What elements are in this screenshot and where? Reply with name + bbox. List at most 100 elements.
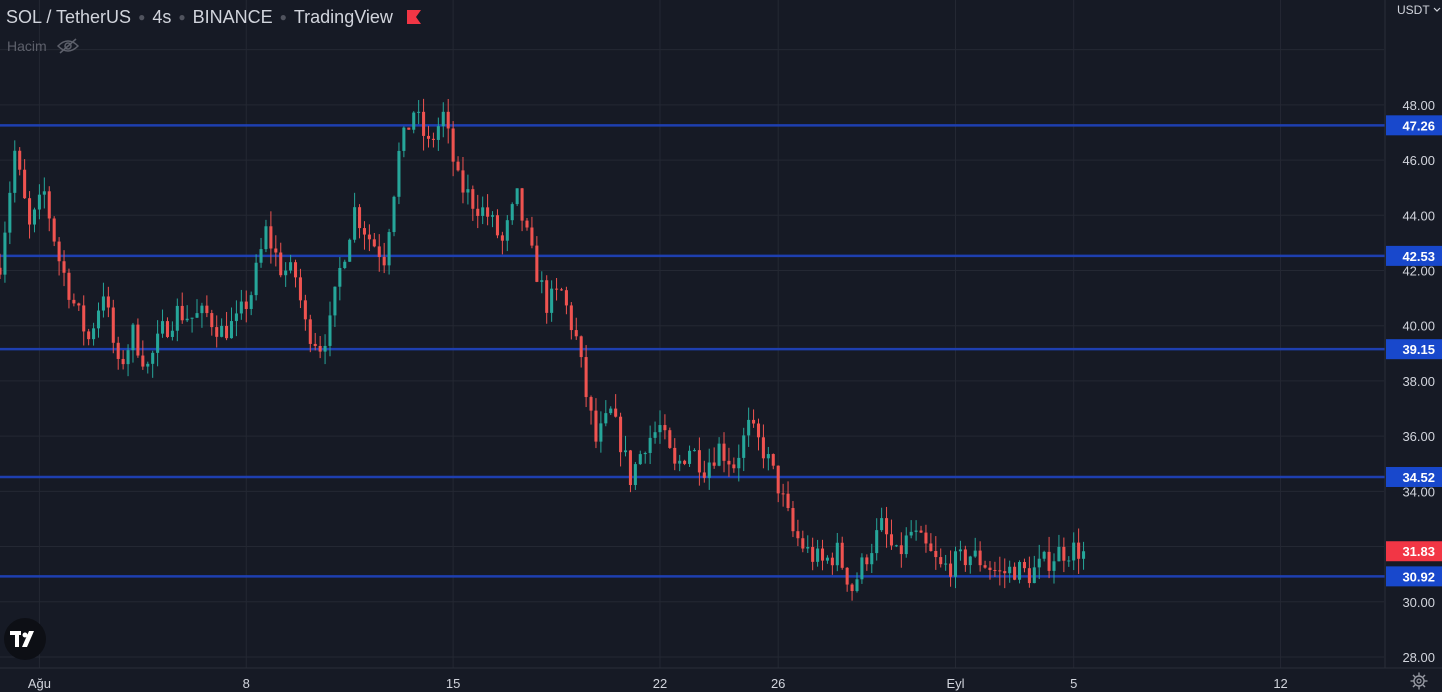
x-tick-label: 5	[1070, 676, 1077, 691]
candle-body	[594, 410, 598, 442]
candle-body	[855, 579, 859, 592]
candle-body	[407, 127, 411, 130]
candle-body	[82, 305, 86, 332]
candle-body	[298, 277, 302, 301]
candle-body	[293, 262, 298, 278]
candle-body	[530, 227, 534, 246]
y-tick-label: 48.00	[1402, 98, 1435, 113]
candle-body	[934, 550, 938, 558]
y-tick-label: 36.00	[1402, 429, 1435, 444]
candle-body	[264, 226, 268, 250]
candle-body	[796, 531, 800, 539]
candle-body	[358, 207, 362, 229]
candle-body	[289, 262, 293, 271]
candle-body	[633, 464, 637, 486]
candle-body	[638, 454, 642, 465]
level-label-bg	[1386, 466, 1442, 487]
candle-body	[441, 111, 445, 127]
candle-body	[904, 535, 908, 555]
exchange-label: BINANCE	[192, 6, 273, 27]
candle-body	[353, 207, 357, 240]
candle-body	[500, 235, 504, 241]
symbol-name[interactable]: SOL / TetherUS	[6, 6, 132, 27]
candle-body	[786, 493, 790, 509]
candle-body	[67, 272, 71, 300]
candle-body	[766, 454, 770, 459]
candle-body	[1072, 542, 1076, 561]
candle-body	[963, 549, 967, 566]
candle-body	[402, 127, 406, 151]
candle-body	[1082, 551, 1086, 559]
candle-body	[564, 290, 568, 306]
level-label: 47.26	[1402, 118, 1435, 133]
candle-body	[269, 226, 273, 249]
price-axis[interactable]: 28.00 30.00 34.00 36.00 38.00 40.00 42.00 44.00…	[1384, 0, 1442, 692]
level-label: 34.52	[1402, 470, 1435, 485]
gear-icon	[1410, 672, 1428, 690]
candle-body	[673, 447, 677, 464]
volume-indicator[interactable]: Hacim	[7, 36, 79, 56]
candle-body	[13, 150, 17, 193]
candle-body	[466, 189, 470, 193]
candle-body	[456, 161, 460, 171]
horizontal-levels[interactable]	[0, 124, 1385, 578]
time-axis[interactable]: Ağu 8 15 22 26 Eyl 5 12	[0, 667, 1442, 691]
candle-body	[32, 209, 37, 225]
currency-selector[interactable]: USDT	[1397, 3, 1441, 17]
candle-body	[683, 460, 687, 464]
chart-settings[interactable]	[1410, 672, 1428, 690]
eye-off-icon[interactable]	[56, 38, 79, 54]
level-label-bg	[1386, 339, 1442, 360]
flag-icon[interactable]	[406, 10, 421, 24]
y-tick-label: 46.00	[1402, 153, 1435, 168]
candle-body	[737, 457, 741, 469]
candle-body	[658, 425, 662, 433]
candle-body	[1013, 566, 1017, 580]
y-tick-label: 42.00	[1402, 264, 1435, 279]
candle-body	[628, 450, 632, 486]
candle-body	[1032, 567, 1036, 584]
candle-body	[1047, 551, 1051, 571]
candle-body	[978, 550, 982, 566]
candle-body	[215, 327, 219, 337]
candle-body	[998, 570, 1002, 572]
candle-body	[614, 408, 618, 417]
interval-label[interactable]: 4s	[152, 6, 172, 27]
candle-body	[756, 423, 761, 438]
level-label-bg	[1386, 566, 1442, 587]
candle-body	[372, 239, 376, 247]
grid	[0, 0, 1384, 668]
candle-body	[830, 557, 834, 566]
candle-body	[850, 584, 854, 592]
candle-body	[170, 330, 174, 337]
candle-body	[333, 286, 337, 316]
candle-body	[422, 111, 426, 136]
candle-body	[663, 425, 667, 431]
candle-body	[161, 321, 165, 334]
candle-body	[919, 530, 923, 533]
candle-body	[643, 452, 647, 455]
candle-body	[190, 317, 194, 319]
candle-body	[92, 328, 96, 340]
candle-body	[303, 300, 307, 320]
chevron-down-icon	[1433, 7, 1441, 13]
candle-body	[72, 299, 76, 304]
symbol-legend[interactable]: SOL / TetherUS ● 4s ● BINANCE ● TradingV…	[6, 6, 421, 28]
candle-body	[279, 252, 283, 276]
candle-body	[653, 432, 657, 438]
candle-body	[983, 565, 987, 568]
candle-body	[180, 305, 184, 321]
candle-body	[973, 550, 977, 557]
candle-body	[520, 188, 524, 221]
tradingview-logo[interactable]	[4, 618, 46, 660]
candle-body	[225, 325, 229, 339]
candle-body	[579, 336, 583, 358]
candle-body	[747, 419, 751, 436]
candle-body	[3, 232, 7, 275]
candle-body	[377, 246, 381, 257]
candle-body	[816, 548, 820, 562]
candle-body	[697, 450, 701, 473]
candle-body	[727, 460, 731, 465]
